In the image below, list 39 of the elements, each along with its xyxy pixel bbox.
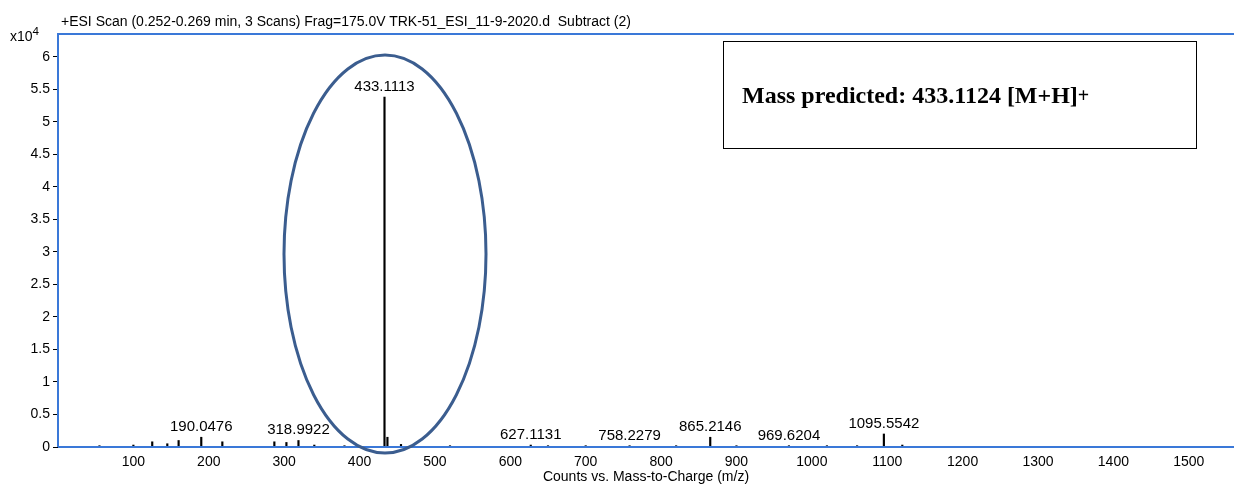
annotation: 433.1113	[354, 77, 415, 95]
y-tick-label: 6	[42, 47, 51, 64]
annotation: 627.1131	[500, 425, 562, 443]
y-tick-label: 2	[42, 307, 51, 324]
y-axis-title: x10$^{4}$	[10, 24, 40, 44]
x-tick-label: 200	[197, 453, 221, 470]
x-tick-label: 300	[272, 453, 297, 470]
x-tick-label: 1400	[1097, 453, 1130, 470]
x-axis-title: Counts vs. Mass-to-Charge (m/z)	[542, 468, 750, 485]
x-tick-label: 600	[498, 453, 523, 470]
x-tick-label: 1200	[947, 453, 979, 470]
y-tick-label: 3	[42, 242, 51, 259]
x-tick-label: 400	[347, 453, 372, 470]
x-tick-label: 800	[649, 453, 673, 470]
x-tick-label: 1300	[1022, 453, 1054, 470]
annotation: 969.6204	[757, 425, 821, 443]
x-tick-label: 100	[121, 453, 146, 470]
x-tick-label: 1100	[872, 453, 903, 470]
y-tick-label: 5	[42, 112, 51, 129]
y-tick-label: 1.5	[30, 340, 51, 357]
annotation: 318.9922	[267, 420, 330, 438]
annotation: 865.2146	[678, 417, 742, 435]
x-tick-label: 1000	[796, 453, 828, 470]
annotation: 190.0476	[169, 417, 233, 435]
annotation: 758.2279	[598, 425, 661, 443]
y-tick-label: 5.5	[30, 80, 51, 97]
annotation: 1095.5542	[848, 413, 920, 431]
x-tick-label: 1500	[1173, 453, 1205, 470]
x-tick-label: 700	[574, 453, 598, 470]
y-tick-label: 4	[42, 177, 51, 194]
y-tick-label: 4.5	[30, 145, 51, 162]
chart-title: +ESI Scan (0.252-0.269 min, 3 Scans) Frag=175.0V TRK-51_ESI_11-9-2020.d Subtract (2)	[61, 13, 631, 29]
y-tick-label: 3.5	[30, 210, 51, 227]
y-tick-label: 0	[42, 437, 51, 454]
y-tick-label: 0.5	[30, 405, 51, 422]
x-tick-label: 500	[423, 453, 447, 470]
x-tick-label: 900	[724, 453, 749, 470]
y-tick-label: 2.5	[30, 275, 51, 292]
y-tick-label: 1	[42, 372, 51, 389]
